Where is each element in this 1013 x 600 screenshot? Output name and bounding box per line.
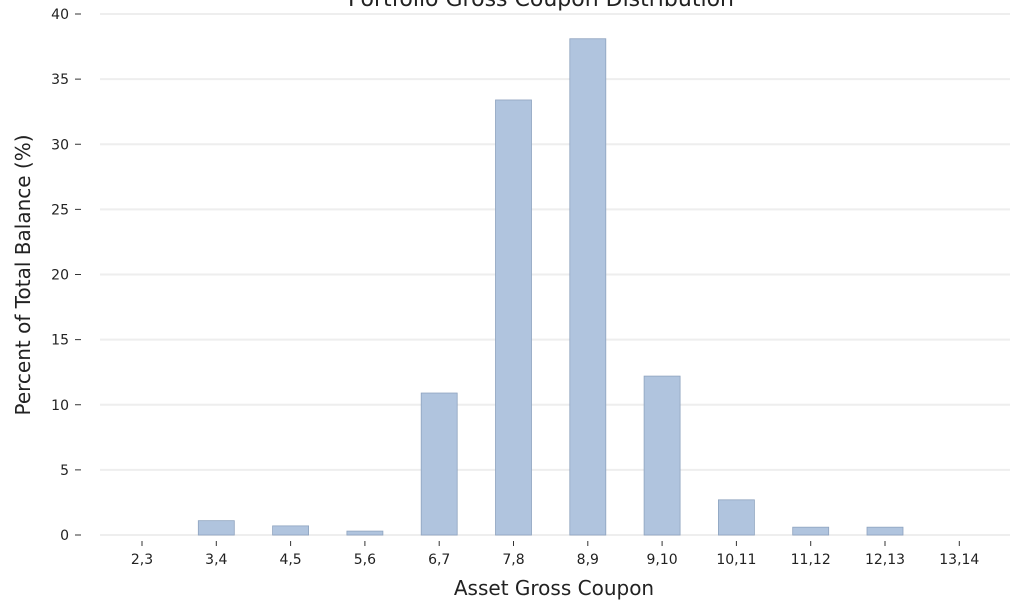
y-tick-label-1: 5 xyxy=(60,463,69,479)
bar-8-9 xyxy=(569,38,607,536)
x-tick-label-10: 12,13 xyxy=(865,552,905,568)
bar-12-13 xyxy=(866,526,904,536)
x-tick-label-1: 3,4 xyxy=(205,552,227,568)
x-tick-label-0: 2,3 xyxy=(131,552,153,568)
x-tick-label-4: 6,7 xyxy=(428,552,450,568)
y-tick-label-0: 0 xyxy=(60,528,69,544)
y-tick-label-6: 30 xyxy=(51,137,69,153)
x-tick-label-9: 11,12 xyxy=(791,552,831,568)
y-tick-label-5: 25 xyxy=(51,202,69,218)
y-tick-label-3: 15 xyxy=(51,333,69,349)
bar-4-5 xyxy=(272,525,310,536)
chart-title: Portfolio Gross Coupon Distribution xyxy=(348,0,734,12)
bar-6-7 xyxy=(420,392,458,536)
bar-9-10 xyxy=(643,375,681,536)
y-tick-label-2: 10 xyxy=(51,398,69,414)
x-tick-label-6: 8,9 xyxy=(577,552,599,568)
x-tick-label-8: 10,11 xyxy=(716,552,756,568)
y-tick-label-4: 20 xyxy=(51,268,69,284)
x-tick-label-11: 13,14 xyxy=(939,552,979,568)
bar-3-4 xyxy=(197,520,235,536)
y-axis-label: Percent of Total Balance (%) xyxy=(11,134,35,415)
y-tick-label-8: 40 xyxy=(51,7,69,23)
bar-7-8 xyxy=(495,99,532,536)
x-tick-label-5: 7,8 xyxy=(502,552,524,568)
x-axis-label: Asset Gross Coupon xyxy=(454,576,654,600)
x-tick-label-2: 4,5 xyxy=(279,552,301,568)
x-tick-label-7: 9,10 xyxy=(647,552,678,568)
bar-11-12 xyxy=(792,526,830,536)
y-tick-label-7: 35 xyxy=(51,72,69,88)
bar-10-11 xyxy=(718,499,755,536)
x-tick-label-3: 5,6 xyxy=(354,552,376,568)
bar-5-6 xyxy=(346,530,384,536)
